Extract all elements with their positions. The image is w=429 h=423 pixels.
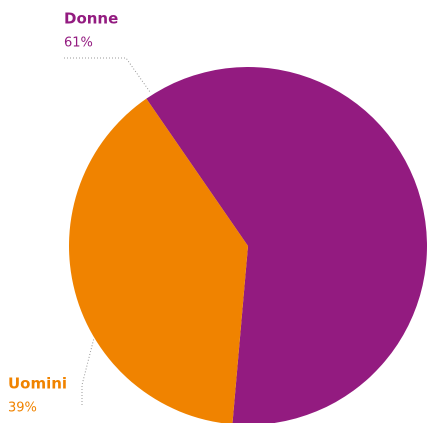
pie-slice <box>146 67 427 423</box>
pie-slice <box>69 98 248 423</box>
slice-value-label: 61% <box>64 36 93 51</box>
leader-line <box>81 337 95 405</box>
slice-label: Donne <box>64 10 118 28</box>
leader-line <box>64 57 151 93</box>
slice-value-label: 39% <box>8 401 37 416</box>
slice-label: Uomini <box>8 375 67 393</box>
